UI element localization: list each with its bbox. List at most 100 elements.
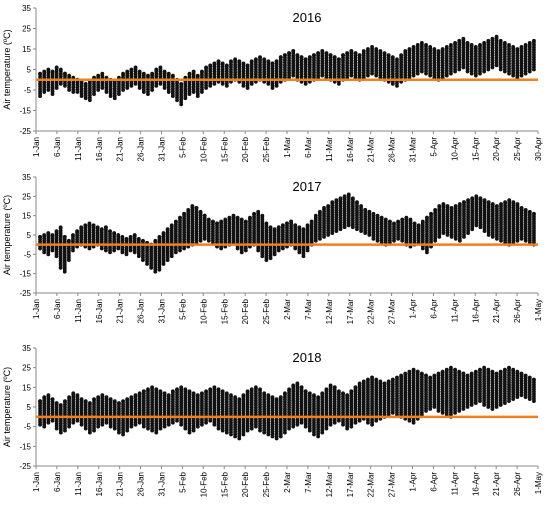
y-tick-label: -25 (19, 289, 31, 298)
data-point (490, 369, 495, 374)
data-point (318, 209, 322, 214)
data-point (161, 231, 166, 235)
data-point (133, 393, 138, 398)
data-point (108, 229, 112, 234)
data-point (495, 204, 499, 208)
data-point (336, 389, 341, 394)
data-point (67, 395, 72, 400)
data-point (87, 221, 92, 226)
data-point (301, 227, 306, 232)
data-point (403, 371, 408, 376)
data-point (46, 67, 51, 72)
data-point (390, 377, 395, 382)
data-point (440, 369, 445, 374)
data-point (309, 219, 314, 224)
data-point (326, 204, 331, 208)
data-point (100, 71, 105, 76)
x-tick-label: 26-Jan (137, 472, 146, 496)
data-point (173, 219, 178, 224)
data-point (42, 69, 47, 74)
data-point (233, 395, 238, 400)
x-tick-label: 6-Apr (429, 299, 438, 319)
data-point (469, 43, 474, 47)
data-point (274, 397, 279, 402)
x-tick-label: 22-Mar (367, 299, 376, 325)
x-tick-label: 5-Feb (178, 298, 187, 319)
data-point (478, 367, 482, 372)
data-point (141, 71, 146, 76)
data-point (465, 40, 470, 45)
data-point (191, 391, 196, 396)
data-point (278, 55, 283, 60)
data-point (204, 389, 208, 394)
x-tick-label: 17-Mar (346, 472, 355, 498)
data-point (212, 385, 217, 390)
data-point (264, 221, 269, 226)
data-point (359, 204, 363, 208)
data-point (38, 71, 42, 76)
data-point (117, 401, 121, 405)
data-point (112, 399, 117, 403)
data-point (112, 231, 117, 235)
data-point (125, 69, 130, 74)
data-point (486, 38, 491, 43)
data-point (216, 59, 221, 64)
x-tick-label: 25-Feb (262, 471, 271, 497)
data-point (191, 69, 196, 74)
data-point (54, 65, 59, 70)
x-tick-label: 1-Jan (32, 472, 41, 492)
data-point (461, 36, 466, 41)
data-point (258, 387, 262, 392)
data-point (195, 73, 200, 78)
data-point (502, 40, 507, 45)
data-point (396, 219, 401, 224)
data-point (482, 40, 487, 45)
data-point (125, 397, 130, 402)
x-tick-label: 10-Feb (199, 471, 208, 497)
data-point (523, 43, 528, 47)
data-point (50, 397, 55, 402)
data-point (436, 371, 441, 376)
data-point (370, 375, 374, 380)
data-point (237, 397, 242, 402)
data-point (424, 373, 428, 378)
data-point (346, 192, 351, 197)
data-point (262, 391, 267, 396)
x-tick-label: 1-May (534, 472, 543, 494)
data-point (478, 43, 482, 47)
data-point (166, 393, 171, 398)
data-point (150, 71, 155, 76)
data-point (96, 395, 101, 400)
y-tick-label: -15 (19, 107, 31, 116)
data-point (280, 223, 285, 228)
x-tick-label: 10-Feb (199, 136, 208, 162)
data-point (366, 47, 370, 51)
data-point (499, 202, 503, 206)
data-point (507, 43, 511, 47)
data-point (334, 198, 339, 203)
x-tick-label: 20-Feb (241, 136, 250, 162)
data-point (136, 236, 141, 241)
data-point (215, 221, 219, 226)
data-point (403, 49, 408, 53)
x-tick-label: 27-Mar (388, 299, 397, 325)
data-point (378, 379, 383, 384)
data-point (305, 223, 310, 228)
x-tick-label: 30-Apr (534, 137, 543, 161)
data-point (449, 43, 453, 47)
data-point (453, 204, 458, 208)
data-point (322, 206, 326, 210)
data-point (262, 57, 267, 62)
data-point (75, 229, 79, 234)
x-tick-label: 25-Apr (513, 137, 522, 161)
data-point (270, 395, 275, 400)
data-point (187, 389, 192, 394)
data-point (449, 365, 453, 370)
data-point (200, 69, 204, 74)
data-point (453, 40, 457, 45)
data-point (386, 379, 391, 384)
y-tick-label: -25 (19, 462, 31, 471)
x-tick-label: 31-Jan (158, 137, 167, 161)
x-tick-label: 21-Apr (492, 299, 501, 323)
